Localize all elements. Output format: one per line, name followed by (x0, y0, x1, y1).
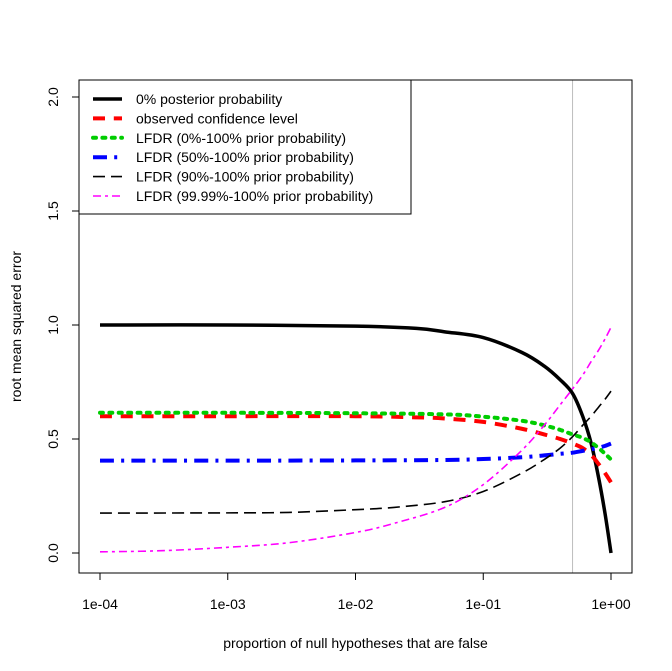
y-tick-label: 0.0 (45, 543, 61, 563)
x-tick-label: 1e-03 (210, 596, 246, 612)
x-tick-label: 1e-02 (338, 596, 374, 612)
y-tick-label: 1.5 (45, 201, 61, 221)
legend-label-1: 0% posterior probability (136, 91, 282, 107)
legend-label-5: LFDR (90%-100% prior probability) (136, 169, 354, 185)
series-layer (98, 323, 613, 554)
y-axis-title: root mean squared error (8, 251, 24, 402)
x-tick-label: 1e-01 (465, 596, 501, 612)
y-tick-label: 1.0 (45, 315, 61, 335)
y-axis: 0.0 0.5 1.0 1.5 2.0 (45, 87, 80, 563)
x-tick-label: 1e-04 (82, 596, 118, 612)
series-line-5 (99, 390, 612, 514)
series-line-6 (99, 326, 612, 553)
series-line-1 (99, 323, 613, 554)
series-line-4 (99, 441, 612, 463)
legend-label-6: LFDR (99.99%-100% prior probability) (136, 188, 373, 204)
legend-label-4: LFDR (50%-100% prior probability) (136, 149, 354, 165)
legend: 0% posterior probability observed confide… (78, 79, 412, 215)
legend-label-2: observed confidence level (136, 110, 298, 126)
legend-box (78, 79, 412, 215)
legend-label-3: LFDR (0%-100% prior probability) (136, 130, 346, 146)
x-axis: 1e-04 1e-03 1e-02 1e-01 1e+00 (82, 572, 631, 612)
series-line-3 (98, 410, 613, 462)
x-axis-title: proportion of null hypotheses that are f… (223, 635, 488, 651)
y-tick-label: 2.0 (45, 87, 61, 107)
x-tick-label: 1e+00 (591, 596, 631, 612)
y-tick-label: 0.5 (45, 429, 61, 449)
series-line-2 (100, 414, 613, 484)
